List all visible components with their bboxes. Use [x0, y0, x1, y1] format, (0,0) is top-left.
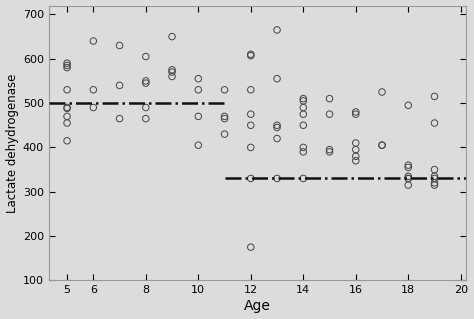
Point	[247, 112, 255, 117]
Point	[116, 116, 123, 121]
Point	[142, 105, 150, 110]
Point	[247, 145, 255, 150]
Point	[352, 140, 360, 145]
Point	[273, 76, 281, 81]
Point	[300, 98, 307, 103]
Point	[326, 112, 333, 117]
Point	[273, 27, 281, 33]
Point	[352, 158, 360, 163]
Point	[431, 180, 438, 185]
Point	[221, 114, 228, 119]
Point	[221, 87, 228, 92]
Point	[247, 53, 255, 58]
Point	[352, 147, 360, 152]
Point	[273, 136, 281, 141]
Point	[64, 61, 71, 66]
Point	[247, 245, 255, 250]
Point	[64, 106, 71, 111]
Y-axis label: Lactate dehydrogenase: Lactate dehydrogenase	[6, 73, 18, 213]
Point	[142, 116, 150, 121]
Point	[404, 103, 412, 108]
Point	[431, 182, 438, 188]
Point	[142, 54, 150, 59]
Point	[404, 163, 412, 168]
Point	[404, 165, 412, 170]
Point	[64, 114, 71, 119]
Point	[326, 149, 333, 154]
Point	[247, 87, 255, 92]
Point	[300, 149, 307, 154]
Point	[300, 105, 307, 110]
Point	[352, 112, 360, 117]
Point	[90, 39, 97, 44]
Point	[378, 89, 386, 94]
Point	[142, 78, 150, 84]
Point	[326, 147, 333, 152]
Point	[300, 145, 307, 150]
Point	[404, 174, 412, 179]
Point	[378, 143, 386, 148]
Point	[273, 176, 281, 181]
Point	[194, 143, 202, 148]
Point	[352, 109, 360, 115]
Point	[221, 131, 228, 137]
Point	[300, 176, 307, 181]
Point	[64, 121, 71, 126]
Point	[194, 76, 202, 81]
Point	[194, 87, 202, 92]
Point	[168, 67, 176, 72]
Point	[247, 123, 255, 128]
Point	[431, 94, 438, 99]
Point	[64, 138, 71, 143]
Point	[64, 63, 71, 68]
Point	[404, 176, 412, 181]
Point	[64, 65, 71, 70]
Point	[90, 87, 97, 92]
Point	[431, 174, 438, 179]
Point	[404, 176, 412, 181]
Point	[431, 167, 438, 172]
Point	[247, 176, 255, 181]
Point	[168, 70, 176, 75]
Point	[404, 182, 412, 188]
Point	[378, 143, 386, 148]
Point	[64, 87, 71, 92]
Point	[194, 114, 202, 119]
Point	[431, 176, 438, 181]
Point	[168, 74, 176, 79]
Point	[64, 105, 71, 110]
Point	[273, 123, 281, 128]
Point	[273, 125, 281, 130]
Point	[221, 116, 228, 121]
Point	[352, 154, 360, 159]
Point	[247, 52, 255, 57]
Point	[300, 112, 307, 117]
Point	[168, 34, 176, 39]
Point	[142, 81, 150, 86]
X-axis label: Age: Age	[244, 300, 271, 314]
Point	[300, 123, 307, 128]
Point	[431, 121, 438, 126]
Point	[116, 83, 123, 88]
Point	[300, 96, 307, 101]
Point	[90, 105, 97, 110]
Point	[116, 43, 123, 48]
Point	[326, 96, 333, 101]
